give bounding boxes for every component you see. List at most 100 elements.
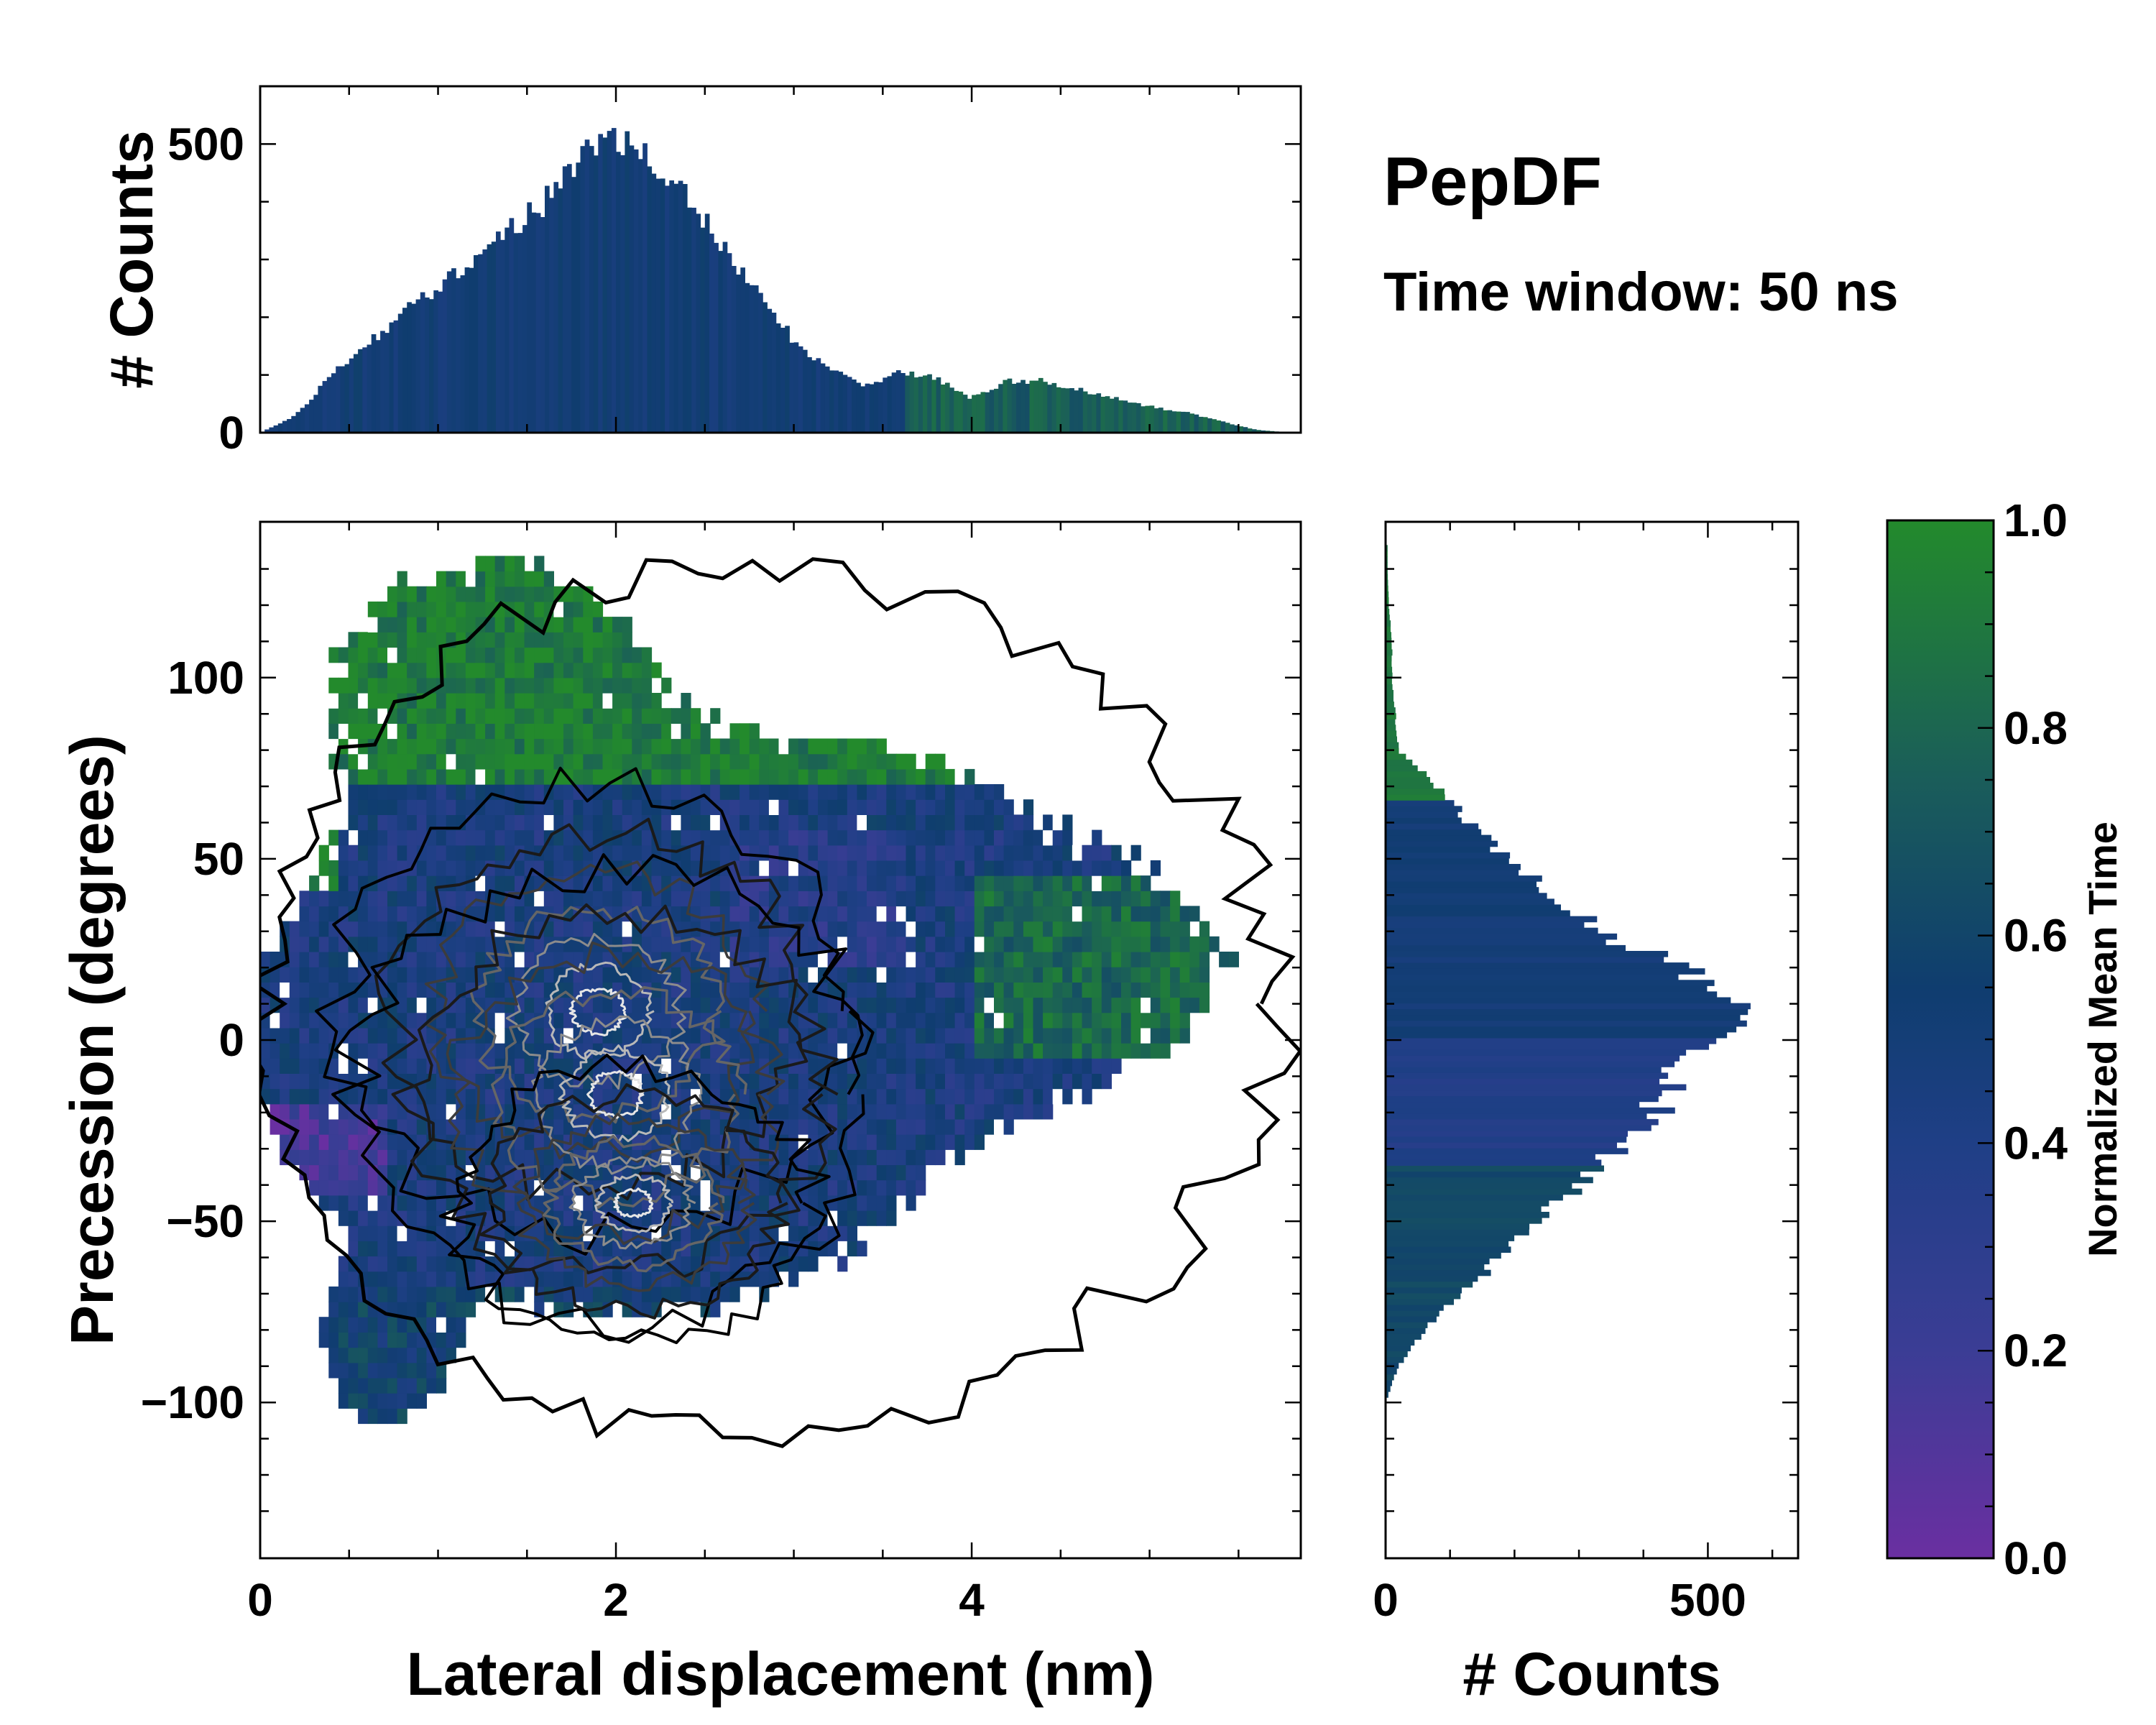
heatmap-cell bbox=[671, 1058, 681, 1074]
top-histogram-bar bbox=[989, 390, 995, 433]
heatmap-cell bbox=[358, 814, 369, 831]
heatmap-cell bbox=[456, 967, 466, 983]
heatmap-cell bbox=[759, 1271, 770, 1287]
heatmap-cell bbox=[485, 1134, 496, 1150]
heatmap-cell bbox=[367, 1179, 378, 1196]
heatmap-cell bbox=[906, 967, 916, 983]
top-histogram-bar bbox=[1025, 384, 1030, 433]
heatmap-cell bbox=[524, 662, 535, 678]
heatmap-cell bbox=[397, 1241, 407, 1257]
heatmap-cell bbox=[426, 647, 437, 663]
heatmap-cell bbox=[906, 1195, 916, 1211]
heatmap-cell bbox=[563, 860, 574, 876]
colorbar-tick-label: 1.0 bbox=[2004, 494, 2068, 546]
heatmap-cell bbox=[553, 891, 564, 907]
heatmap-cell bbox=[299, 1027, 310, 1044]
heatmap-cell bbox=[446, 1286, 456, 1302]
heatmap-cell bbox=[436, 586, 447, 602]
heatmap-cell bbox=[641, 662, 653, 678]
heatmap-cell bbox=[974, 860, 985, 876]
heatmap-cell bbox=[945, 1027, 956, 1044]
top-histogram-bar bbox=[1056, 387, 1061, 433]
heatmap-cell bbox=[671, 708, 681, 724]
heatmap-cell bbox=[945, 784, 956, 800]
heatmap-cell bbox=[740, 921, 750, 937]
right-histogram-bar bbox=[1386, 1269, 1491, 1276]
right-histogram-bar bbox=[1386, 1345, 1411, 1352]
heatmap-cell bbox=[563, 799, 574, 815]
heatmap-cell bbox=[387, 1377, 398, 1394]
heatmap-cell bbox=[534, 647, 545, 663]
heatmap-cell bbox=[916, 1149, 926, 1166]
heatmap-cell bbox=[1052, 860, 1063, 876]
top-histogram-bar bbox=[580, 146, 586, 433]
heatmap-cell bbox=[661, 708, 672, 724]
heatmap-cell bbox=[602, 997, 613, 1013]
heatmap-cell bbox=[935, 1149, 946, 1166]
heatmap-cell bbox=[338, 1347, 349, 1363]
heatmap-cell bbox=[416, 799, 427, 815]
heatmap-cell bbox=[426, 617, 437, 632]
heatmap-cell bbox=[759, 936, 770, 952]
heatmap-cell bbox=[729, 1241, 740, 1257]
heatmap-cell bbox=[515, 1058, 525, 1074]
top-histogram-bar bbox=[1114, 397, 1119, 433]
heatmap-cell bbox=[494, 921, 505, 937]
heatmap-cell bbox=[407, 1332, 418, 1348]
heatmap-cell bbox=[446, 1317, 456, 1333]
heatmap-cell bbox=[524, 708, 535, 724]
top-histogram-bar bbox=[678, 180, 683, 433]
heatmap-cell bbox=[553, 723, 564, 740]
heatmap-cell bbox=[847, 875, 857, 891]
heatmap-cell bbox=[895, 982, 907, 998]
heatmap-cell bbox=[622, 1103, 632, 1120]
heatmap-cell bbox=[543, 632, 554, 648]
heatmap-cell bbox=[543, 768, 554, 785]
right-histogram-bar bbox=[1386, 1159, 1602, 1166]
heatmap-cell bbox=[798, 768, 808, 785]
top-histogram-bar bbox=[300, 408, 305, 433]
heatmap-cell bbox=[827, 829, 838, 846]
heatmap-cell bbox=[367, 1286, 378, 1302]
top-histogram-bar bbox=[571, 177, 576, 433]
heatmap-cell bbox=[328, 1195, 339, 1211]
heatmap-cell bbox=[446, 1179, 456, 1196]
top-histogram-bar bbox=[1007, 378, 1013, 433]
heatmap-cell bbox=[387, 829, 398, 846]
heatmap-cell bbox=[377, 845, 388, 861]
heatmap-cell bbox=[710, 997, 721, 1013]
heatmap-cell bbox=[749, 921, 760, 937]
heatmap-cell bbox=[778, 875, 789, 891]
top-histogram-bar bbox=[598, 134, 603, 433]
heatmap-cell bbox=[974, 936, 985, 952]
heatmap-cell bbox=[964, 1088, 975, 1105]
heatmap-cell bbox=[426, 632, 437, 648]
heatmap-cell bbox=[1150, 936, 1161, 952]
heatmap-cell bbox=[387, 1256, 398, 1272]
heatmap-cell bbox=[397, 1286, 407, 1302]
heatmap-cell bbox=[338, 1058, 349, 1074]
heatmap-cell bbox=[847, 1027, 857, 1044]
heatmap-cell bbox=[446, 982, 456, 998]
heatmap-cell bbox=[397, 845, 407, 861]
heatmap-cell bbox=[661, 936, 672, 952]
top-histogram-bar bbox=[891, 372, 897, 433]
heatmap-cell bbox=[367, 647, 378, 663]
heatmap-cell bbox=[387, 647, 398, 663]
heatmap-cell bbox=[505, 1195, 515, 1211]
heatmap-cell bbox=[818, 829, 829, 846]
heatmap-cell bbox=[1003, 875, 1014, 891]
heatmap-cell bbox=[818, 1225, 829, 1241]
heatmap-cell bbox=[505, 617, 515, 632]
heatmap-cell bbox=[592, 1241, 604, 1257]
heatmap-cell bbox=[818, 738, 829, 755]
heatmap-cell bbox=[867, 875, 877, 891]
heatmap-cell bbox=[1013, 845, 1024, 861]
heatmap-cell bbox=[338, 1317, 349, 1333]
heatmap-cell bbox=[945, 952, 956, 967]
right-histogram-bar bbox=[1386, 1067, 1662, 1073]
heatmap-cell bbox=[691, 1225, 701, 1241]
heatmap-cell bbox=[935, 799, 946, 815]
heatmap-cell bbox=[691, 1103, 701, 1120]
heatmap-cell bbox=[377, 1286, 388, 1302]
